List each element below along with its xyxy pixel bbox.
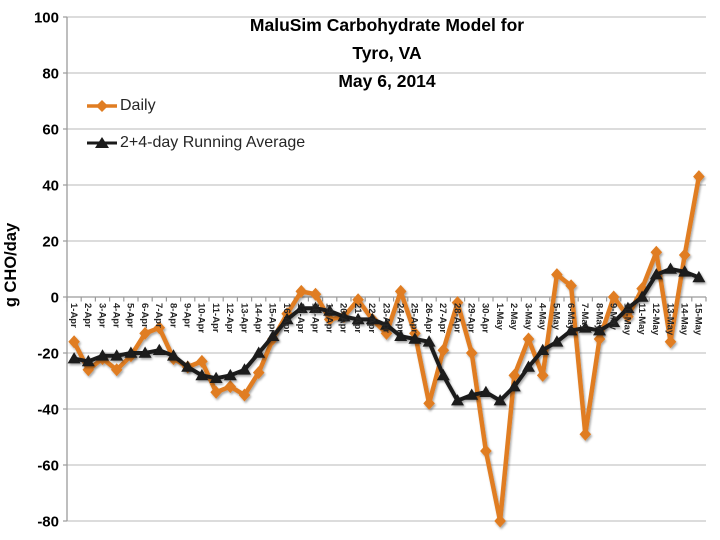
svg-text:10-May: 10-May — [622, 303, 633, 336]
svg-text:17-Apr: 17-Apr — [295, 303, 306, 333]
svg-text:40: 40 — [42, 178, 59, 195]
svg-text:20: 20 — [42, 234, 59, 251]
svg-text:18-Apr: 18-Apr — [309, 303, 320, 333]
svg-text:5-May: 5-May — [551, 303, 562, 331]
svg-text:29-Apr: 29-Apr — [466, 303, 477, 333]
chart-title-line-1: MaluSim Carbohydrate Model for — [250, 15, 524, 35]
daily-series-diamond-icon — [87, 100, 117, 112]
svg-text:-80: -80 — [37, 514, 59, 531]
legend: Daily 2+4-day Running Average — [86, 96, 305, 170]
svg-text:21-Apr: 21-Apr — [352, 303, 363, 333]
svg-text:60: 60 — [42, 122, 59, 139]
data-series — [67, 170, 706, 528]
svg-text:7-Apr: 7-Apr — [153, 303, 164, 328]
svg-text:9-Apr: 9-Apr — [182, 303, 193, 328]
svg-text:100: 100 — [34, 10, 59, 27]
svg-text:11-May: 11-May — [636, 303, 647, 335]
svg-text:30-Apr: 30-Apr — [480, 303, 491, 333]
svg-text:14-Apr: 14-Apr — [253, 303, 264, 333]
svg-text:15-Apr: 15-Apr — [267, 303, 278, 333]
svg-text:26-Apr: 26-Apr — [423, 303, 434, 333]
svg-text:4-May: 4-May — [537, 303, 548, 331]
svg-text:25-Apr: 25-Apr — [409, 303, 420, 333]
svg-text:14-May: 14-May — [679, 303, 690, 336]
svg-text:1-Apr: 1-Apr — [68, 303, 79, 328]
svg-text:11-Apr: 11-Apr — [210, 303, 221, 333]
svg-text:3-May: 3-May — [522, 303, 533, 331]
running-average-triangle-icon — [87, 137, 117, 148]
axes — [63, 16, 707, 522]
legend-label-running-average: 2+4-day Running Average — [120, 134, 306, 151]
svg-text:22-Apr: 22-Apr — [366, 303, 377, 333]
svg-text:19-Apr: 19-Apr — [324, 303, 335, 333]
svg-text:28-Apr: 28-Apr — [451, 303, 462, 333]
svg-text:24-Apr: 24-Apr — [395, 303, 406, 333]
svg-text:80: 80 — [42, 66, 59, 83]
svg-text:4-Apr: 4-Apr — [111, 303, 122, 328]
svg-text:10-Apr: 10-Apr — [196, 303, 207, 333]
legend-label-daily: Daily — [120, 97, 156, 114]
svg-text:12-May: 12-May — [650, 303, 661, 336]
legend-item-running-average: 2+4-day Running Average — [86, 133, 305, 153]
svg-text:3-Apr: 3-Apr — [96, 303, 107, 328]
svg-text:2-May: 2-May — [508, 303, 519, 331]
svg-text:13-Apr: 13-Apr — [238, 303, 249, 333]
svg-text:16-Apr: 16-Apr — [281, 303, 292, 333]
svg-text:-60: -60 — [37, 458, 59, 475]
svg-text:23-Apr: 23-Apr — [380, 303, 391, 333]
svg-text:-40: -40 — [37, 402, 59, 419]
svg-text:0: 0 — [51, 290, 59, 307]
svg-text:13-May: 13-May — [664, 303, 675, 336]
svg-text:1-May: 1-May — [494, 303, 505, 331]
svg-text:7-May: 7-May — [579, 303, 590, 331]
svg-text:8-May: 8-May — [593, 303, 604, 331]
svg-text:6-Apr: 6-Apr — [139, 303, 150, 328]
y-axis-title: g CHO/day — [2, 222, 20, 307]
axis-tick-labels: 100 80 60 40 20 0 -20 -40 -60 -80 1-Apr 2-Apr 3-Apr 4… — [34, 10, 704, 531]
svg-text:9-May: 9-May — [608, 303, 619, 331]
gridlines — [67, 16, 706, 522]
legend-item-daily: Daily — [86, 96, 305, 116]
svg-text:5-Apr: 5-Apr — [125, 303, 136, 328]
svg-text:6-May: 6-May — [565, 303, 576, 331]
chart-title-line-2: Tyro, VA — [352, 43, 422, 63]
svg-text:20-Apr: 20-Apr — [338, 303, 349, 333]
chart-title-line-3: May 6, 2014 — [338, 71, 436, 91]
svg-text:-20: -20 — [37, 346, 59, 363]
svg-text:8-Apr: 8-Apr — [167, 303, 178, 328]
svg-text:15-May: 15-May — [693, 303, 704, 336]
svg-text:12-Apr: 12-Apr — [224, 303, 235, 333]
svg-text:27-Apr: 27-Apr — [437, 303, 448, 333]
svg-text:2-Apr: 2-Apr — [82, 303, 93, 328]
